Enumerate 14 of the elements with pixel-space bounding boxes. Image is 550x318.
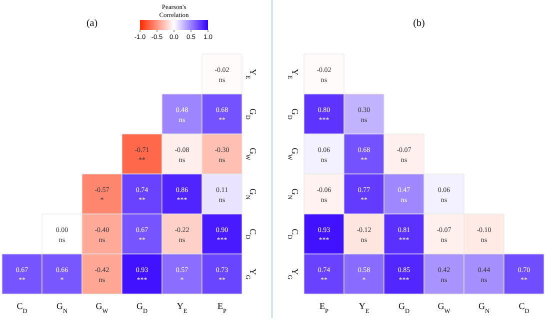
x-tick-label: Y$_{E}$ <box>358 301 370 314</box>
x-tick-label: Y$_{E}$ <box>176 301 188 314</box>
x-tick-label: E$_{P}$ <box>319 301 329 314</box>
chart-title: (a) <box>86 18 98 29</box>
x-tick-label: G$_{W}$ <box>438 301 450 314</box>
x-tick-label: G$_{N}$ <box>478 301 490 314</box>
x-tick-label: E$_{P}$ <box>217 301 227 314</box>
x-tick-label: C$_{D}$ <box>16 301 28 314</box>
x-tick-label: G$_{D}$ <box>136 301 148 314</box>
x-tick-label: G$_{N}$ <box>56 301 68 314</box>
x-tick-label: C$_{D}$ <box>518 301 530 314</box>
x-tick-label: G$_{W}$ <box>96 301 108 314</box>
x-tick-label: G$_{D}$ <box>398 301 410 314</box>
chart-title: (b) <box>413 18 425 29</box>
